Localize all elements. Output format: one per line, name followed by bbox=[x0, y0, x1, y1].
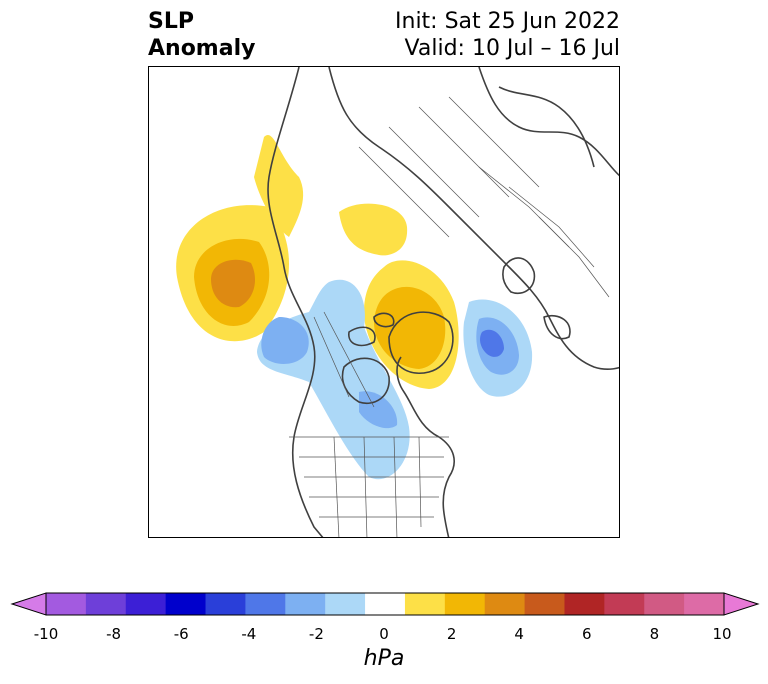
coastlines bbox=[267, 67, 619, 537]
colorbar-tick-label: 6 bbox=[582, 625, 592, 643]
colorbar-cell bbox=[604, 593, 645, 615]
colorbar bbox=[10, 592, 760, 616]
colorbar-cell bbox=[444, 593, 486, 615]
anomaly-fills bbox=[176, 135, 533, 480]
colorbar-arrow-max bbox=[723, 592, 760, 616]
siberia-high-2 bbox=[339, 203, 408, 256]
colorbar-unit: hPa bbox=[363, 646, 405, 671]
colorbar-cell bbox=[165, 593, 207, 615]
hudson-low-4 bbox=[359, 391, 398, 429]
colorbar-cell bbox=[564, 593, 605, 615]
colorbar-tick-label: 4 bbox=[514, 625, 524, 643]
title-anomaly: Anomaly bbox=[148, 36, 256, 61]
colorbar-cell bbox=[46, 593, 87, 615]
colorbar-cell bbox=[325, 593, 366, 615]
colorbar-cell bbox=[404, 593, 446, 615]
map-canvas bbox=[176, 67, 619, 537]
colorbar-arrow-min bbox=[10, 592, 47, 616]
colorbar-tick-label: 0 bbox=[379, 625, 389, 643]
colorbar-cell bbox=[125, 593, 167, 615]
colorbar-cell bbox=[365, 593, 406, 615]
colorbar-cell bbox=[85, 593, 127, 615]
colorbar-tick-label: -10 bbox=[33, 625, 59, 643]
canada-low-4 bbox=[261, 317, 309, 364]
init-date: Init: Sat 25 Jun 2022 bbox=[395, 9, 620, 34]
colorbar-tick-label: 2 bbox=[446, 625, 457, 643]
colorbar-cell bbox=[245, 593, 286, 615]
atlantic-low-6 bbox=[480, 329, 504, 357]
colorbar-tick-label: -4 bbox=[241, 625, 257, 643]
title-left: SLP Anomaly bbox=[148, 8, 255, 62]
colorbar-cell bbox=[644, 593, 685, 615]
political-borders bbox=[289, 96, 610, 537]
colorbar-tick-label: -6 bbox=[173, 625, 189, 643]
colorbar-tick-label: 10 bbox=[712, 625, 732, 643]
colorbar-cell bbox=[484, 593, 526, 615]
pacific-high-6 bbox=[211, 259, 255, 308]
colorbar-cell bbox=[205, 593, 246, 615]
title-right: Init: Sat 25 Jun 2022 Valid: 10 Jul – 16… bbox=[395, 8, 620, 62]
valid-range: Valid: 10 Jul – 16 Jul bbox=[404, 36, 620, 61]
colorbar-outline bbox=[45, 592, 725, 616]
colorbar-cell bbox=[524, 593, 565, 615]
colorbar-tick-label: 8 bbox=[649, 625, 660, 643]
bering-high-2 bbox=[254, 135, 304, 237]
colorbar-cell bbox=[285, 593, 326, 615]
colorbar-tick-label: -2 bbox=[308, 625, 324, 643]
colorbar-tick-label: -8 bbox=[106, 625, 122, 643]
colorbar-cell bbox=[684, 593, 725, 615]
map-panel bbox=[148, 66, 620, 538]
title-slp: SLP bbox=[148, 9, 194, 34]
greenland-high-4 bbox=[374, 286, 446, 369]
